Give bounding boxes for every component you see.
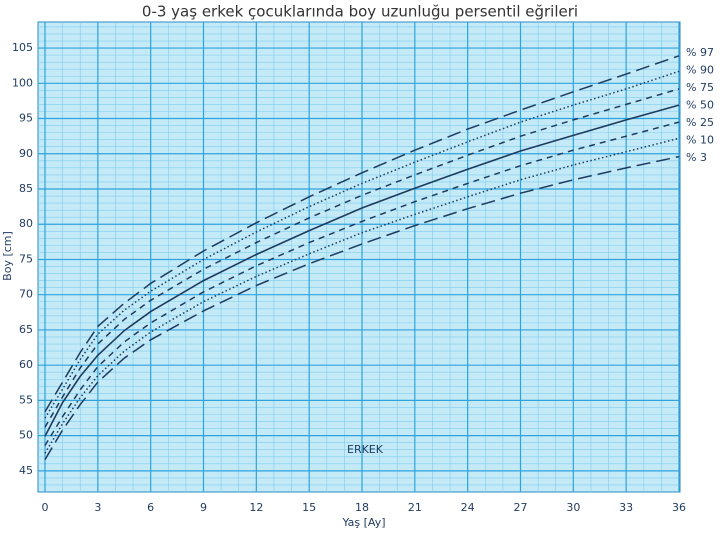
y-tick-label: 105 [12, 41, 33, 54]
x-axis-label: Yaş [Ay] [341, 516, 385, 529]
y-tick-label: 50 [19, 429, 33, 442]
x-tick-label: 33 [619, 501, 633, 514]
x-tick-label: 36 [672, 501, 686, 514]
y-axis-label: Boy [cm] [1, 231, 14, 281]
y-tick-label: 95 [19, 112, 33, 125]
series-label: % 75 [686, 81, 714, 94]
annotation: ERKEK [347, 443, 384, 456]
x-tick-label: 6 [147, 501, 154, 514]
series-label: % 97 [686, 46, 714, 59]
x-tick-label: 3 [94, 501, 101, 514]
y-tick-label: 60 [19, 358, 33, 371]
series-label: % 3 [686, 151, 707, 164]
y-tick-label: 75 [19, 252, 33, 265]
percentile-line [44, 155, 680, 460]
y-tick-label: 100 [12, 76, 33, 89]
series-label: % 50 [686, 99, 714, 112]
chart-title: 0-3 yaş erkek çocuklarında boy uzunluğu … [142, 3, 578, 21]
x-tick-label: 0 [42, 501, 49, 514]
series-label: % 10 [686, 134, 714, 147]
y-tick-label: 70 [19, 288, 33, 301]
x-tick-label: 24 [461, 501, 475, 514]
x-tick-label: 30 [566, 501, 580, 514]
y-tick-label: 45 [19, 464, 33, 477]
y-tick-label: 80 [19, 217, 33, 230]
x-tick-label: 27 [514, 501, 528, 514]
percentile-line [44, 104, 680, 437]
series-label: % 25 [686, 116, 714, 129]
y-tick-label: 85 [19, 182, 33, 195]
y-tick-label: 55 [19, 393, 33, 406]
y-tick-label: 65 [19, 323, 33, 336]
y-tick-label: 90 [19, 147, 33, 160]
series-label: % 90 [686, 64, 714, 77]
x-tick-label: 15 [302, 501, 316, 514]
percentile-line [44, 55, 680, 413]
x-tick-label: 18 [355, 501, 369, 514]
x-tick-label: 21 [408, 501, 422, 514]
x-tick-label: 12 [249, 501, 263, 514]
x-tick-label: 9 [200, 501, 207, 514]
percentile-line [44, 121, 680, 446]
